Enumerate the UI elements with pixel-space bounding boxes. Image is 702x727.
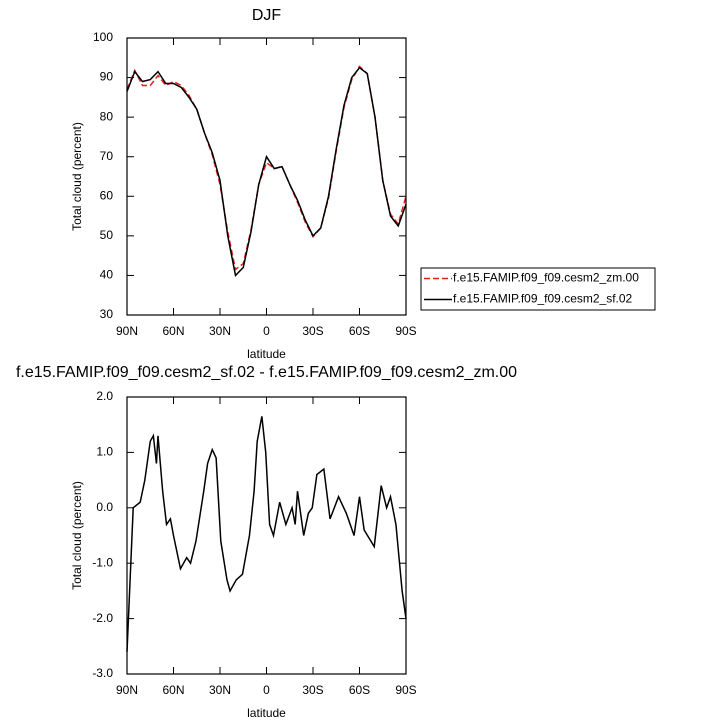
- x-axis-label: latitude: [247, 347, 286, 361]
- y-tick-label: 0.0: [96, 500, 113, 514]
- x-tick-label: 30N: [209, 324, 231, 338]
- y-tick-label: -2.0: [92, 611, 113, 625]
- x-tick-label: 90N: [116, 683, 138, 697]
- x-tick-label: 90N: [116, 324, 138, 338]
- x-tick-label: 30S: [302, 683, 323, 697]
- x-tick-label: 90S: [395, 683, 416, 697]
- y-tick-label: 1.0: [96, 445, 113, 459]
- plot-frame: [126, 396, 407, 675]
- y-tick-label: 80: [100, 109, 114, 123]
- y-tick-label: 100: [93, 30, 113, 44]
- y-tick-label: -3.0: [92, 666, 113, 680]
- x-tick-label: 30N: [209, 683, 231, 697]
- data-line: [126, 416, 407, 652]
- x-tick-label: 30S: [302, 324, 323, 338]
- y-tick-label: 2.0: [96, 389, 113, 403]
- plot-frame: [126, 37, 407, 316]
- legend-label: f.e15.FAMIP.f09_f09.cesm2_sf.02: [453, 292, 633, 306]
- chart-title: DJF: [252, 7, 282, 24]
- x-tick-label: 0: [263, 683, 270, 697]
- y-axis-label: Total cloud (percent): [70, 122, 84, 231]
- x-tick-label: 60N: [162, 683, 184, 697]
- y-tick-label: 60: [100, 188, 114, 202]
- x-tick-label: 60S: [349, 683, 370, 697]
- y-tick-label: 40: [100, 268, 114, 282]
- x-tick-label: 90S: [395, 324, 416, 338]
- y-tick-label: 30: [100, 307, 114, 321]
- y-tick-label: 90: [100, 70, 114, 84]
- legend-box: [420, 267, 656, 311]
- legend-label: f.e15.FAMIP.f09_f09.cesm2_zm.00: [453, 271, 639, 285]
- y-axis-label: Total cloud (percent): [70, 481, 84, 590]
- x-tick-label: 60S: [349, 324, 370, 338]
- data-line: [126, 66, 407, 277]
- y-tick-label: 70: [100, 149, 114, 163]
- x-tick-label: 60N: [162, 324, 184, 338]
- data-line: [126, 65, 407, 271]
- x-axis-label: latitude: [247, 706, 286, 720]
- x-tick-label: 0: [263, 324, 270, 338]
- chart-title: f.e15.FAMIP.f09_f09.cesm2_sf.02 - f.e15.…: [16, 364, 517, 381]
- y-tick-label: 50: [100, 228, 114, 242]
- y-tick-label: -1.0: [92, 555, 113, 569]
